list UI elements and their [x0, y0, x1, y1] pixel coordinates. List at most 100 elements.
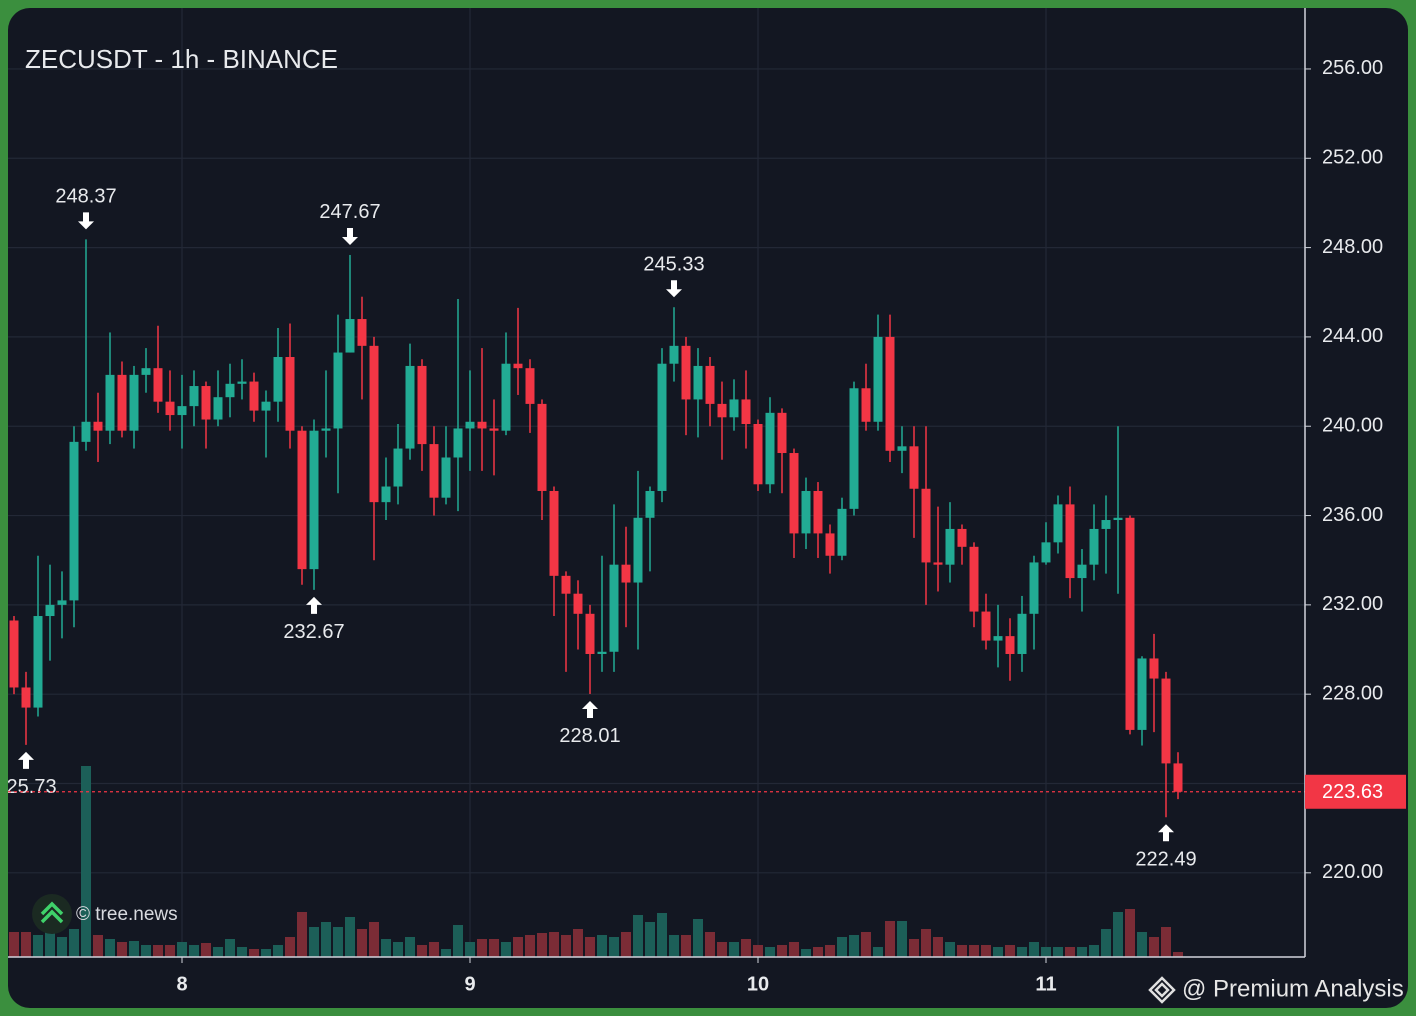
- candle-body: [933, 562, 943, 565]
- volume-bar: [1029, 942, 1039, 957]
- volume-bar: [249, 949, 259, 957]
- volume-bar: [1125, 909, 1135, 957]
- candle-body: [573, 593, 583, 614]
- candle-body: [321, 428, 331, 431]
- candle-body: [345, 319, 355, 353]
- candle-body: [657, 363, 667, 491]
- candle-body: [225, 383, 235, 398]
- volume-bar: [909, 939, 919, 957]
- candle-body: [381, 486, 391, 503]
- volume-bar: [1101, 929, 1111, 957]
- y-tick-label: 244.00: [1322, 325, 1383, 347]
- y-tick-label: 220.00: [1322, 861, 1383, 883]
- candle-body: [789, 453, 799, 534]
- annotation-label: 232.67: [283, 621, 344, 643]
- candle-body: [705, 365, 715, 404]
- candle-body: [9, 620, 19, 688]
- volume-bar: [21, 932, 31, 957]
- volume-bar: [993, 947, 1003, 957]
- volume-bar: [597, 935, 607, 957]
- candle-body: [693, 365, 703, 400]
- candle-body: [921, 488, 931, 563]
- candle-body: [405, 365, 415, 449]
- candle-body: [669, 345, 679, 364]
- annotation-label: 228.01: [559, 725, 620, 747]
- volume-bar: [789, 942, 799, 957]
- candle-body: [1041, 542, 1051, 563]
- candle-body: [429, 444, 439, 498]
- volume-bar: [693, 919, 703, 957]
- volume-bar: [969, 945, 979, 957]
- candle-body: [729, 399, 739, 418]
- volume-bar: [1065, 947, 1075, 957]
- candle-body: [453, 428, 463, 458]
- volume-bar: [141, 945, 151, 957]
- x-tick-label: 8: [176, 973, 187, 995]
- volume-bar: [825, 945, 835, 957]
- candle-body: [477, 421, 487, 429]
- volume-bar: [477, 939, 487, 957]
- volume-bar: [105, 939, 115, 957]
- candle-body: [813, 490, 823, 534]
- volume-bar: [981, 945, 991, 957]
- volume-bar: [93, 935, 103, 957]
- candle-body: [1113, 517, 1123, 521]
- volume-bar: [225, 939, 235, 957]
- volume-bar: [549, 932, 559, 957]
- candle-body: [1161, 678, 1171, 764]
- annotation-label: 247.67: [319, 201, 380, 223]
- candle-body: [837, 508, 847, 556]
- candle-body: [609, 564, 619, 652]
- y-tick-label: 252.00: [1322, 147, 1383, 169]
- volume-bar: [1113, 912, 1123, 957]
- volume-bar: [81, 766, 91, 957]
- candle-body: [525, 368, 535, 404]
- volume-bar: [945, 942, 955, 957]
- volume-bar: [717, 942, 727, 957]
- volume-bar: [309, 927, 319, 957]
- footer-icon: [1148, 976, 1176, 1004]
- volume-bar: [465, 942, 475, 957]
- volume-bar: [957, 945, 967, 957]
- candle-body: [465, 421, 475, 429]
- y-tick-label: 228.00: [1322, 682, 1383, 704]
- volume-bar: [1017, 947, 1027, 957]
- candle-body: [621, 564, 631, 583]
- volume-bar: [1041, 947, 1051, 957]
- volume-bar: [777, 945, 787, 957]
- volume-bar: [837, 937, 847, 957]
- volume-bar: [441, 949, 451, 957]
- volume-bar: [417, 945, 427, 957]
- candle-body: [153, 368, 163, 402]
- volume-bar: [1173, 952, 1183, 957]
- volume-bar: [633, 915, 643, 957]
- candle-body: [1017, 613, 1027, 654]
- last-price-label: 223.63: [1322, 781, 1383, 803]
- volume-bar: [213, 947, 223, 957]
- candle-body: [141, 368, 151, 375]
- volume-bar: [609, 937, 619, 957]
- volume-bar: [129, 941, 139, 957]
- y-tick-label: 256.00: [1322, 57, 1383, 79]
- candle-body: [309, 430, 319, 570]
- volume-bar: [741, 939, 751, 957]
- volume-bar: [165, 945, 175, 957]
- candle-body: [645, 490, 655, 518]
- candle-body: [957, 528, 967, 547]
- y-tick-label: 232.00: [1322, 593, 1383, 615]
- annotation-label: 245.33: [643, 253, 704, 275]
- annotation-arrow: [1158, 824, 1174, 842]
- volume-bar: [333, 927, 343, 957]
- volume-bar: [513, 937, 523, 957]
- volume-bar: [153, 945, 163, 957]
- plot-area: 248.37 247.67 232.67 245.33 228.01 225.73 222.…: [8, 8, 1305, 957]
- volume-bar: [933, 937, 943, 957]
- candle-body: [633, 517, 643, 583]
- candle-body: [1125, 517, 1135, 730]
- candle-body: [393, 448, 403, 487]
- volume-bar: [669, 935, 679, 957]
- annotation-arrow: [582, 700, 598, 718]
- candle-body: [597, 651, 607, 654]
- candle-body: [993, 636, 1003, 641]
